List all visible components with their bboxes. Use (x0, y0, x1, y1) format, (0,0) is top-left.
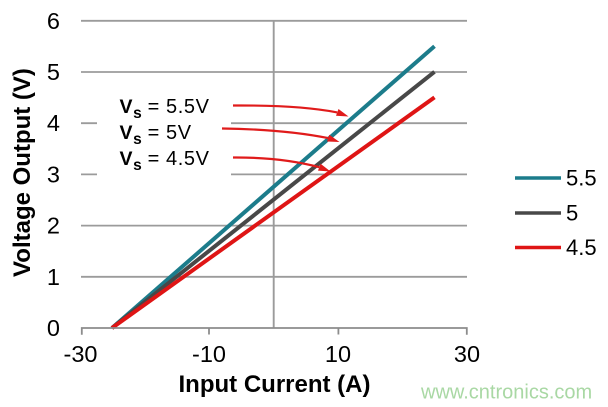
svg-text:5: 5 (47, 59, 60, 85)
svg-text:3: 3 (47, 161, 60, 187)
svg-text:= 5V: = 5V (148, 122, 192, 144)
svg-text:1: 1 (47, 264, 60, 290)
svg-text:30: 30 (454, 341, 480, 367)
svg-text:-10: -10 (192, 341, 226, 367)
svg-text:10: 10 (325, 341, 351, 367)
svg-text:= 4.5V: = 4.5V (148, 148, 210, 170)
svg-text:www.cntronics.com: www.cntronics.com (420, 382, 592, 404)
svg-text:5: 5 (566, 201, 578, 226)
svg-text:6: 6 (47, 8, 60, 34)
svg-text:Voltage Output (V): Voltage Output (V) (9, 68, 36, 277)
svg-text:4.5: 4.5 (566, 235, 597, 260)
svg-text:2: 2 (47, 213, 60, 239)
svg-text:-30: -30 (64, 341, 98, 367)
svg-text:Input Current (A): Input Current (A) (179, 371, 371, 398)
svg-text:= 5.5V: = 5.5V (148, 96, 210, 118)
svg-text:4: 4 (47, 110, 60, 136)
svg-text:5.5: 5.5 (566, 166, 597, 191)
svg-text:0: 0 (47, 315, 60, 341)
